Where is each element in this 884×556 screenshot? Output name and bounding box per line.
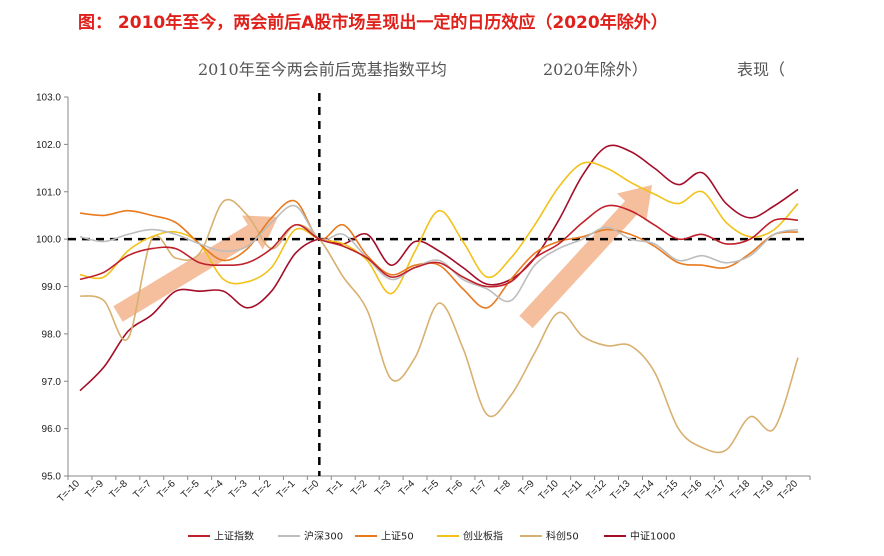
x-tick-label: T=-3 (227, 478, 250, 501)
x-tick-label: T=-6 (155, 478, 178, 501)
trend-arrow-post (519, 185, 652, 329)
x-tick-label: T=-8 (107, 478, 130, 501)
x-tick-label: T=11 (561, 478, 585, 502)
chart-title-part-1: 2010年至今两会前后宽基指数平均 (198, 60, 447, 79)
legend-label: 上证50 (381, 531, 414, 543)
chart-title-part-2: 2020年除外） (543, 60, 648, 79)
series-line-3 (79, 199, 799, 309)
chart-title-part-3: 表现（ (737, 60, 786, 79)
x-tick-label: T=5 (421, 478, 441, 498)
x-tick-label: T=-5 (179, 478, 202, 501)
x-tick-label: T=20 (776, 478, 800, 502)
legend-label: 沪深300 (304, 530, 343, 543)
x-tick-label: T=8 (493, 478, 513, 498)
x-tick-label: T=-4 (203, 478, 226, 501)
series-line-5 (79, 198, 799, 454)
series-line-6 (79, 144, 799, 392)
x-tick-label: T=-9 (84, 478, 107, 501)
x-tick-label: T=19 (752, 478, 776, 502)
x-tick-label: T=2 (349, 478, 369, 498)
x-tick-label: T=4 (397, 478, 417, 498)
x-tick-label: T=7 (469, 478, 489, 498)
x-tick-label: T=14 (632, 478, 656, 502)
x-tick-label: T=10 (537, 478, 561, 502)
trend-arrow-pre (113, 215, 278, 322)
x-tick-label: T=17 (704, 478, 728, 502)
x-tick-label: T=9 (517, 478, 537, 498)
y-tick-label: 99.0 (42, 282, 62, 293)
y-tick-label: 95.0 (42, 472, 62, 483)
x-tick-label: T=0 (301, 478, 321, 498)
y-tick-label: 96.0 (42, 424, 62, 435)
legend-label: 科创50 (546, 530, 579, 543)
x-tick-label: T=-2 (251, 478, 274, 501)
x-tick-label: T=16 (680, 478, 704, 502)
x-tick-label: T=3 (373, 478, 393, 498)
x-tick-label: T=-1 (275, 478, 298, 501)
y-tick-label: 98.0 (42, 329, 62, 340)
y-tick-label: 97.0 (42, 377, 62, 388)
legend-label: 中证1000 (630, 530, 675, 543)
x-tick-label: T=1 (325, 478, 345, 498)
legend-label: 创业板指 (463, 530, 503, 543)
x-tick-label: T=6 (445, 478, 465, 498)
x-tick-label: T=15 (656, 478, 680, 502)
y-tick-label: 103.0 (36, 93, 61, 104)
x-tick-label: T=18 (728, 478, 752, 502)
headline: 图： 2010年至今，两会前后A股市场呈现出一定的日历效应（2020年除外） (78, 13, 668, 33)
x-tick-label: T=12 (585, 478, 609, 502)
x-tick-label: T=-7 (131, 478, 154, 501)
y-tick-label: 100.0 (36, 235, 61, 246)
series-line-2 (79, 204, 799, 303)
y-tick-label: 101.0 (36, 187, 61, 198)
legend-label: 上证指数 (214, 530, 254, 543)
series-line-1 (79, 204, 799, 288)
y-tick-label: 102.0 (36, 140, 61, 151)
x-tick-label: T=13 (609, 478, 633, 502)
